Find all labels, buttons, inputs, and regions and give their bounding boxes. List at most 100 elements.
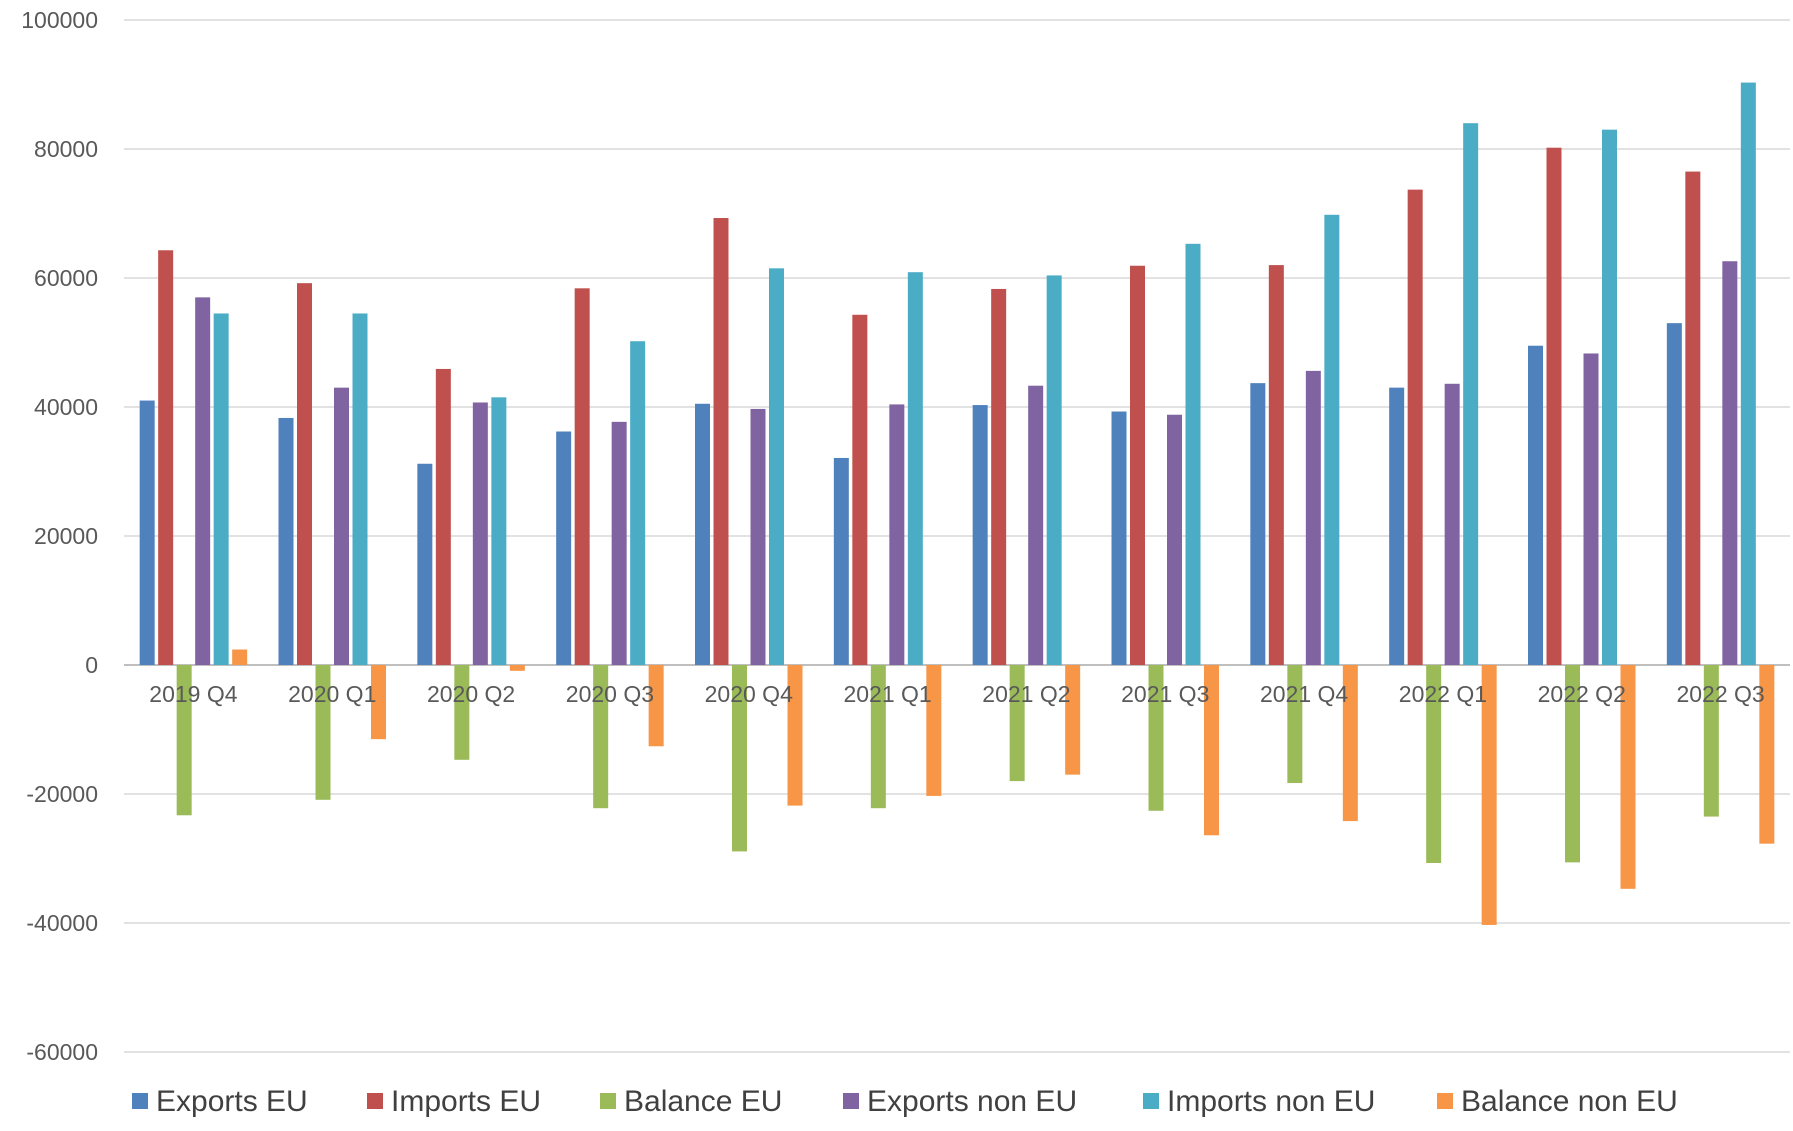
bar — [1583, 353, 1599, 665]
bar — [1065, 665, 1081, 775]
bar — [176, 665, 192, 816]
bar — [1759, 665, 1775, 844]
category-label: 2021 Q4 — [1260, 681, 1348, 707]
bar — [1111, 411, 1127, 665]
bar — [352, 313, 368, 665]
bar — [1342, 665, 1358, 822]
bar — [1389, 387, 1405, 665]
bar — [1148, 665, 1164, 811]
bar — [1028, 385, 1044, 665]
bar — [852, 314, 868, 665]
category-label: 2020 Q4 — [705, 681, 793, 707]
bar — [232, 649, 248, 665]
bar — [556, 431, 572, 665]
bar — [648, 665, 664, 747]
category-label: 2020 Q2 — [427, 681, 515, 707]
bar — [1130, 265, 1145, 665]
bar — [574, 288, 590, 665]
bar — [889, 404, 905, 665]
bar — [1685, 171, 1701, 665]
bar — [1426, 665, 1442, 864]
bar — [870, 665, 886, 809]
bar — [787, 665, 803, 806]
bar — [454, 665, 470, 760]
bar — [991, 288, 1007, 665]
gridlines — [124, 19, 1790, 1053]
bar — [1722, 261, 1738, 665]
y-tick-label: 80000 — [34, 136, 98, 162]
bar — [472, 402, 488, 665]
bar — [769, 268, 784, 665]
bar — [297, 283, 312, 665]
legend-label: Exports EU — [156, 1085, 308, 1118]
category-label: 2022 Q2 — [1538, 681, 1626, 707]
bar — [158, 250, 174, 665]
category-label: 2021 Q1 — [843, 681, 931, 707]
y-tick-label: -20000 — [26, 781, 98, 807]
bar — [1666, 323, 1682, 665]
bar — [1305, 370, 1321, 665]
bars — [139, 82, 1775, 925]
legend-label: Imports non EU — [1167, 1085, 1375, 1118]
bar — [509, 665, 525, 671]
bar — [1740, 82, 1756, 665]
bar — [417, 463, 433, 665]
bar — [1602, 129, 1617, 665]
y-tick-label: -60000 — [26, 1039, 98, 1065]
bar — [139, 400, 155, 665]
bar — [1407, 189, 1423, 665]
x-axis-category-labels: 2019 Q4 2020 Q1 2020 Q2 2020 Q3 2020 Q4 2021 … — [149, 681, 1764, 707]
category-label: 2019 Q4 — [149, 681, 237, 707]
bar — [926, 665, 942, 796]
bar — [907, 272, 923, 665]
bar — [371, 665, 386, 740]
bar — [1546, 147, 1562, 665]
legend-label: Exports non EU — [867, 1085, 1077, 1118]
bar — [1167, 414, 1182, 665]
bar — [713, 218, 729, 665]
bar — [315, 665, 331, 800]
bar — [1528, 345, 1543, 665]
y-axis-tick-labels: 100000 80000 60000 40000 20000 0 -20000 -40000 -… — [21, 7, 98, 1065]
bar — [611, 421, 627, 665]
bar — [1268, 265, 1284, 665]
category-label: 2020 Q3 — [566, 681, 654, 707]
y-tick-label: 60000 — [34, 265, 98, 291]
category-label: 2020 Q1 — [288, 681, 376, 707]
bar — [1204, 665, 1219, 836]
legend-swatch — [600, 1093, 616, 1109]
bar — [1250, 383, 1266, 665]
bar — [1565, 665, 1580, 863]
legend-swatch — [1143, 1093, 1159, 1109]
category-label: 2022 Q1 — [1399, 681, 1487, 707]
bar — [750, 408, 766, 665]
legend-label: Balance non EU — [1461, 1085, 1678, 1118]
y-tick-label: 0 — [85, 652, 98, 678]
legend-swatch — [367, 1093, 383, 1109]
category-label: 2022 Q3 — [1676, 681, 1764, 707]
bar — [593, 665, 609, 809]
bar — [1046, 275, 1062, 665]
bar — [1009, 665, 1025, 782]
y-tick-label: -40000 — [26, 910, 98, 936]
bar — [1287, 665, 1303, 784]
bar — [630, 341, 646, 665]
bar — [1324, 214, 1340, 666]
y-tick-label: 20000 — [34, 523, 98, 549]
bar — [278, 417, 294, 665]
bar — [1481, 665, 1497, 925]
bar — [695, 403, 710, 665]
bar — [491, 397, 507, 665]
legend-label: Balance EU — [624, 1085, 782, 1118]
y-tick-label: 100000 — [21, 7, 98, 33]
legend-swatch — [843, 1093, 859, 1109]
bar — [195, 297, 211, 665]
y-tick-label: 40000 — [34, 394, 98, 420]
bar — [1703, 665, 1719, 817]
bar — [1620, 665, 1636, 889]
legend-swatch — [1437, 1093, 1453, 1109]
bar — [833, 457, 849, 665]
legend-swatch — [132, 1093, 148, 1109]
bar — [213, 313, 229, 665]
